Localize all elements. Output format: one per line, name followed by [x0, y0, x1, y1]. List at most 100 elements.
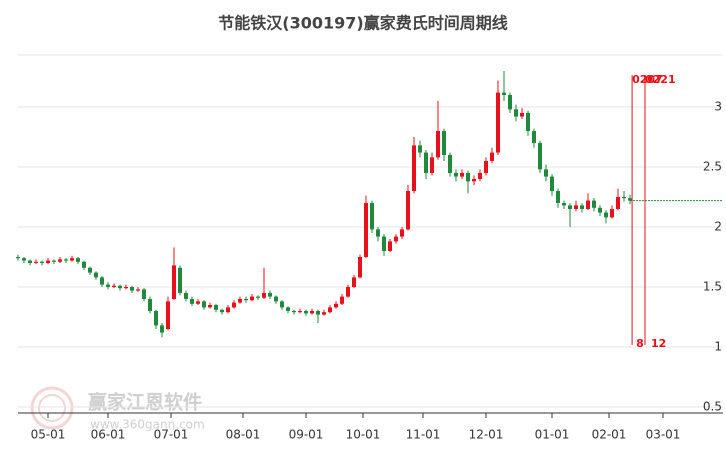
- candle-body: [160, 325, 164, 333]
- candle-body: [208, 304, 212, 308]
- candle-body: [592, 200, 596, 208]
- y-tick-label: 2.5: [703, 159, 722, 173]
- candle-body: [418, 145, 422, 153]
- candle-body: [52, 260, 56, 262]
- candle-body: [472, 178, 476, 182]
- candle-body: [628, 198, 632, 201]
- candle-body: [142, 289, 146, 299]
- candle-body: [232, 302, 236, 308]
- candle-body: [382, 236, 386, 251]
- candle-body: [88, 267, 92, 273]
- candle-body: [334, 303, 338, 308]
- candle-body: [58, 259, 62, 262]
- candle-body: [304, 310, 308, 314]
- candle-body: [394, 236, 398, 242]
- candle-body: [286, 307, 290, 311]
- candle-body: [34, 261, 38, 263]
- candle-body: [94, 272, 98, 278]
- candle-body: [544, 169, 548, 177]
- candle-body: [262, 292, 266, 298]
- candle-body: [340, 296, 344, 304]
- candle-body: [556, 190, 560, 203]
- candle-body: [16, 256, 20, 259]
- candle-body: [238, 298, 242, 303]
- candle-body: [616, 196, 620, 209]
- candle-body: [214, 304, 218, 310]
- candle-body: [28, 260, 32, 263]
- candle-body: [526, 112, 530, 131]
- candle-body: [538, 142, 542, 170]
- y-tick-label: 3: [714, 99, 722, 113]
- y-tick-label: 1.5: [703, 279, 722, 293]
- candle-body: [106, 284, 110, 287]
- y-tick-label: 2: [714, 219, 722, 233]
- cycle-bottom-label: 12: [651, 337, 666, 350]
- watermark-logo: [30, 386, 74, 430]
- candle-body: [226, 307, 230, 313]
- candle-body: [184, 292, 188, 299]
- candle-body: [574, 205, 578, 209]
- candle-body: [70, 258, 74, 261]
- candle-body: [310, 310, 314, 314]
- candle-body: [220, 309, 224, 313]
- candle-body: [610, 208, 614, 218]
- candle-body: [490, 152, 494, 161]
- candle-body: [268, 292, 272, 297]
- candle-body: [364, 202, 368, 257]
- candle-body: [100, 277, 104, 285]
- candle-body: [322, 312, 326, 315]
- x-tick-label: 08-01: [226, 428, 261, 442]
- candle-body: [580, 205, 584, 209]
- candle-body: [370, 202, 374, 230]
- watermark-url: www.360gann.com: [90, 418, 205, 432]
- x-tick-label: 11-01: [406, 428, 441, 442]
- x-tick-label: 03-01: [646, 428, 681, 442]
- cycle-top-label: 0221: [645, 73, 676, 86]
- candle-body: [118, 285, 122, 289]
- candle-body: [166, 301, 170, 329]
- candle-body: [550, 176, 554, 191]
- candle-body: [292, 310, 296, 313]
- candle-body: [190, 298, 194, 304]
- candle-body: [484, 160, 488, 173]
- candle-body: [436, 130, 440, 158]
- candle-body: [112, 285, 116, 287]
- candle-body: [64, 259, 68, 261]
- chart-title: 节能铁汉(300197)赢家费氏时间周期线: [218, 14, 507, 33]
- candle-body: [148, 298, 152, 311]
- candle-body: [412, 145, 416, 191]
- candle-body: [532, 130, 536, 143]
- x-tick-label: 01-01: [535, 428, 570, 442]
- cycle-bottom-label: 8: [636, 337, 644, 350]
- candle-body: [376, 229, 380, 237]
- x-tick-label: 07-01: [154, 428, 189, 442]
- candle-body: [154, 310, 158, 326]
- x-tick-label: 02-01: [592, 428, 627, 442]
- candle-body: [604, 212, 608, 218]
- candle-body: [562, 202, 566, 206]
- candle-body: [520, 112, 524, 117]
- candle-body: [352, 277, 356, 287]
- candle-body: [586, 200, 590, 209]
- cycle-top-label: 0207: [632, 73, 663, 86]
- candle-body: [598, 207, 602, 213]
- candle-body: [256, 296, 260, 298]
- candle-body: [82, 261, 86, 268]
- candle-body: [136, 289, 140, 291]
- candle-body: [346, 286, 350, 297]
- candle-body: [496, 92, 500, 153]
- candle-body: [400, 229, 404, 237]
- candle-body: [40, 261, 44, 263]
- candle-body: [76, 258, 80, 262]
- candle-body: [466, 172, 470, 182]
- candle-body: [202, 301, 206, 308]
- candle-body: [298, 310, 302, 313]
- candle-body: [568, 205, 572, 209]
- candle-body: [172, 265, 176, 299]
- candle-body: [46, 260, 50, 263]
- x-tick-label: 12-01: [469, 428, 504, 442]
- y-tick-label: 1: [714, 339, 722, 353]
- candle-body: [22, 258, 26, 261]
- x-tick-label: 05-01: [31, 428, 66, 442]
